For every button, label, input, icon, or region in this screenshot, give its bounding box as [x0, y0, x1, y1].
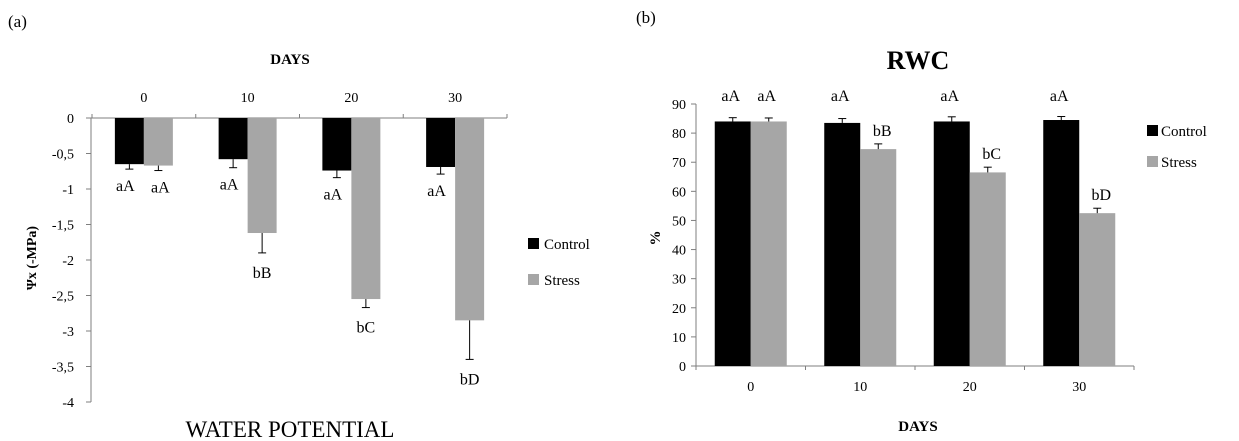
chart-a-y-label: Ψx (-MPa) [25, 226, 40, 291]
chart-a-y-tick-label: 0 [67, 112, 74, 127]
chart-b-bar-control [933, 121, 970, 366]
chart-b-data-label: aA [940, 88, 959, 105]
chart-a-x-tick-label: 0 [140, 91, 147, 106]
chart-b-bar-control [714, 121, 751, 366]
chart-b-x-tick-label: 20 [963, 380, 977, 395]
chart-a-bar-stress [351, 118, 381, 300]
chart-b-y-tick-label: 20 [672, 302, 686, 317]
chart-a-bar-control [426, 118, 456, 167]
chart-b-y-label: % [648, 231, 664, 246]
chart-b-data-label: aA [721, 88, 740, 105]
chart-a-bar-stress [143, 118, 173, 166]
chart-b-x-label: DAYS [898, 419, 937, 435]
chart-b-legend-swatch-stress [1147, 156, 1158, 167]
chart-a-y-tick-label: -4 [62, 396, 74, 411]
chart-a-legend-control: Control [544, 237, 590, 253]
chart-a-bar-stress [455, 118, 485, 321]
chart-a-x-tick-label: 30 [448, 91, 462, 106]
chart-b-y-tick-label: 60 [672, 185, 686, 200]
chart-b-legend-stress: Stress [1161, 155, 1197, 171]
chart-a-title: WATER POTENTIAL [186, 417, 395, 441]
chart-b-bar-stress [860, 149, 897, 366]
chart-b-y-tick-label: 30 [672, 273, 686, 288]
chart-b-data-label: aA [757, 88, 776, 105]
chart-a-y-tick-label: -1 [62, 183, 74, 198]
chart-a-bar-control [218, 118, 248, 160]
chart-a-data-label: bD [460, 371, 480, 388]
chart-a-data-label: aA [324, 187, 343, 204]
chart-a-bar-control [322, 118, 352, 171]
chart-a-x-label: DAYS [270, 52, 309, 68]
chart-b-y-tick-label: 10 [672, 331, 686, 346]
chart-b-y-tick-label: 90 [672, 98, 686, 113]
chart-a-data-label: aA [427, 183, 446, 200]
chart-b-data-label: bB [873, 123, 892, 140]
chart-b-data-label: aA [1050, 88, 1069, 105]
chart-a-legend-swatch-stress [528, 274, 539, 285]
chart-a-legend-stress: Stress [544, 273, 580, 289]
chart-b-data-label: bC [982, 146, 1001, 163]
chart-b-data-label: bD [1091, 187, 1111, 204]
chart-b-x-tick-label: 30 [1072, 380, 1086, 395]
chart-a-data-label: bB [253, 265, 272, 282]
chart-b-legend-swatch-control [1147, 125, 1158, 136]
chart-b-bar-stress [969, 172, 1006, 366]
chart-a-y-tick-label: -0,5 [52, 148, 74, 163]
chart-a-y-tick-label: -3,5 [52, 361, 74, 376]
chart-b-y-tick-label: 70 [672, 156, 686, 171]
chart-a-data-label: aA [116, 178, 135, 195]
chart-b-bar-stress [1079, 213, 1116, 366]
chart-b-title: RWC [887, 46, 950, 75]
chart-a-y-tick-label: -3 [62, 325, 74, 340]
chart-a-y-tick-label: -1,5 [52, 219, 74, 234]
chart-a-x-tick-label: 10 [241, 91, 255, 106]
chart-a-y-tick-label: -2,5 [52, 290, 74, 305]
chart-a-bar-stress [247, 118, 277, 234]
chart-b-legend-control: Control [1161, 124, 1207, 140]
chart-a-data-label: aA [220, 177, 239, 194]
chart-b-y-tick-label: 40 [672, 244, 686, 259]
chart-a-legend-swatch-control [528, 238, 539, 249]
panel-a-letter: (a) [8, 12, 27, 31]
chart-b-x-tick-label: 10 [853, 380, 867, 395]
chart-a-bar-control [114, 118, 144, 165]
chart-b-bar-stress [750, 121, 787, 366]
chart-a-data-label: bC [357, 320, 376, 337]
chart-b-y-tick-label: 50 [672, 214, 686, 229]
chart-b-y-tick-label: 80 [672, 127, 686, 142]
panel-b-letter: (b) [636, 8, 656, 27]
chart-b-y-tick-label: 0 [679, 360, 686, 375]
chart-a-data-label: aA [151, 180, 170, 197]
chart-a-x-tick-label: 20 [344, 91, 358, 106]
chart-b-x-tick-label: 0 [747, 380, 754, 395]
chart-b-bar-control [824, 122, 861, 366]
chart-b-bar-control [1043, 120, 1080, 366]
chart-b-data-label: aA [831, 88, 850, 105]
chart-a-y-tick-label: -2 [62, 254, 74, 269]
